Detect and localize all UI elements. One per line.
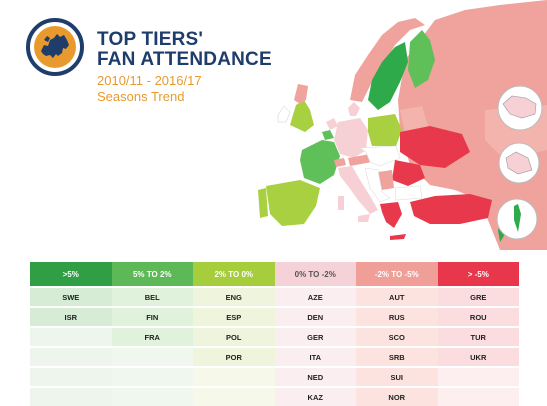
map-sweden — [368, 42, 408, 110]
team-cell: FIN — [111, 308, 193, 326]
empty-cell — [437, 388, 519, 406]
legend-table: >5% 5% TO 2% 2% TO 0% 0% TO -2% -2% TO -5% > … — [30, 262, 519, 406]
subtitle-line-2: Seasons Trend — [97, 89, 185, 104]
team-cell: SRB — [356, 348, 438, 366]
empty-cell — [30, 388, 112, 406]
map-sicily — [358, 214, 370, 222]
team-cell: ROU — [437, 308, 519, 326]
empty-cell — [437, 368, 519, 386]
team-cell: POR — [193, 348, 275, 366]
legend-header-row: >5% 5% TO 2% 2% TO 0% 0% TO -2% -2% TO -5% > … — [30, 262, 519, 286]
map-russia — [398, 0, 547, 250]
map-serbia — [378, 170, 394, 190]
map-denmark — [348, 102, 360, 116]
map-balkans — [364, 167, 391, 203]
legend-column: GRE ROU TUR UKR — [437, 286, 519, 406]
empty-cell — [193, 368, 275, 386]
team-cell: AUT — [356, 288, 438, 306]
legend-header-cell: >5% — [30, 262, 112, 286]
map-switzerland — [334, 158, 346, 167]
map-belarus — [400, 106, 428, 132]
map-ukraine — [400, 126, 470, 168]
team-cell: AZE — [274, 288, 356, 306]
legend-header-cell: 2% TO 0% — [193, 262, 275, 286]
legend-header-cell: 5% TO 2% — [111, 262, 193, 286]
map-norway — [350, 18, 425, 102]
legend-columns: SWE ISR BEL FIN FRA ENG ESP POL POR AZE DEN GER ITA N… — [30, 286, 519, 406]
legend-column: BEL FIN FRA — [111, 286, 193, 406]
map-central-europe — [359, 145, 401, 167]
europe-map-icon — [26, 18, 84, 76]
team-cell: RUS — [356, 308, 438, 326]
map-bulgaria — [394, 185, 423, 201]
legend-column: AZE DEN GER ITA NED KAZ — [274, 286, 356, 406]
team-cell: SWE — [30, 288, 112, 306]
team-cell: BEL — [111, 288, 193, 306]
map-netherlands — [326, 118, 338, 130]
legend-column: SWE ISR — [30, 286, 112, 406]
team-cell: POL — [193, 328, 275, 346]
legend-header-cell: 0% TO -2% — [274, 262, 356, 286]
europe-attendance-map — [258, 0, 547, 250]
empty-cell — [111, 388, 193, 406]
map-italy — [338, 166, 378, 214]
inset-israel — [496, 198, 538, 240]
empty-cell — [111, 368, 193, 386]
map-germany — [334, 118, 368, 158]
team-cell: ENG — [193, 288, 275, 306]
team-cell: GER — [274, 328, 356, 346]
map-turkey — [410, 194, 492, 224]
team-cell: ISR — [30, 308, 112, 326]
legend-column: ENG ESP POL POR — [193, 286, 275, 406]
legend-column: AUT RUS SCO SRB SUI NOR — [356, 286, 438, 406]
map-crete — [390, 234, 406, 240]
map-england — [290, 100, 314, 132]
legend-header-cell: > -5% — [437, 262, 519, 286]
map-ireland — [277, 105, 291, 123]
map-romania — [392, 160, 425, 186]
map-sardinia — [338, 196, 344, 210]
team-cell: NOR — [356, 388, 438, 406]
page-subtitle: 2010/11 - 2016/17 Seasons Trend — [97, 73, 202, 105]
team-cell: SUI — [356, 368, 438, 386]
team-cell: TUR — [437, 328, 519, 346]
map-scotland — [294, 84, 308, 104]
team-cell: FRA — [111, 328, 193, 346]
map-spain — [266, 180, 320, 226]
team-cell: ITA — [274, 348, 356, 366]
inset-azerbaijan — [498, 142, 540, 184]
legend-header-cell: -2% TO -5% — [356, 262, 438, 286]
map-portugal — [258, 188, 268, 218]
team-cell: ESP — [193, 308, 275, 326]
empty-cell — [30, 368, 112, 386]
inset-kazakhstan — [497, 85, 543, 131]
empty-cell — [193, 388, 275, 406]
map-poland — [368, 114, 402, 146]
page-title: TOP TIERS' FAN ATTENDANCE — [97, 30, 272, 70]
team-cell: KAZ — [274, 388, 356, 406]
title-line-2: FAN ATTENDANCE — [97, 49, 272, 70]
map-belgium — [322, 130, 334, 140]
team-cell: NED — [274, 368, 356, 386]
map-greece — [380, 202, 402, 228]
subtitle-line-1: 2010/11 - 2016/17 — [97, 73, 202, 88]
map-finland — [408, 30, 435, 88]
empty-cell — [30, 328, 112, 346]
map-austria — [348, 154, 372, 166]
empty-cell — [111, 348, 193, 366]
team-cell: UKR — [437, 348, 519, 366]
title-line-1: TOP TIERS' — [97, 29, 204, 50]
map-france — [300, 140, 340, 184]
team-cell: GRE — [437, 288, 519, 306]
team-cell: SCO — [356, 328, 438, 346]
team-cell: DEN — [274, 308, 356, 326]
empty-cell — [30, 348, 112, 366]
